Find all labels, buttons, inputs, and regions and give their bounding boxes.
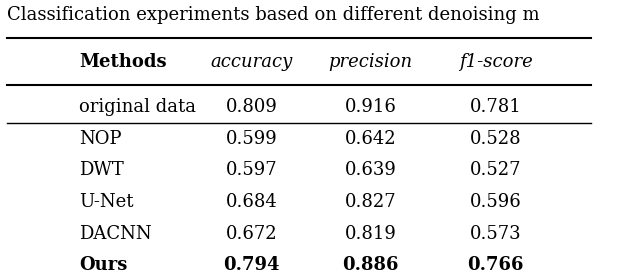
Text: 0.596: 0.596 bbox=[470, 193, 522, 211]
Text: accuracy: accuracy bbox=[211, 53, 292, 71]
Text: 0.527: 0.527 bbox=[470, 162, 522, 179]
Text: 0.684: 0.684 bbox=[226, 193, 277, 211]
Text: 0.819: 0.819 bbox=[345, 225, 397, 243]
Text: 0.916: 0.916 bbox=[345, 98, 397, 116]
Text: 0.599: 0.599 bbox=[226, 130, 277, 148]
Text: DWT: DWT bbox=[79, 162, 124, 179]
Text: precision: precision bbox=[328, 53, 413, 71]
Text: 0.794: 0.794 bbox=[223, 256, 280, 274]
Text: 0.639: 0.639 bbox=[345, 162, 397, 179]
Text: Ours: Ours bbox=[79, 256, 127, 274]
Text: 0.827: 0.827 bbox=[345, 193, 397, 211]
Text: 0.528: 0.528 bbox=[470, 130, 522, 148]
Text: 0.766: 0.766 bbox=[467, 256, 524, 274]
Text: original data: original data bbox=[79, 98, 196, 116]
Text: Classification experiments based on different denoising m: Classification experiments based on diff… bbox=[7, 6, 540, 24]
Text: 0.809: 0.809 bbox=[226, 98, 278, 116]
Text: 0.642: 0.642 bbox=[345, 130, 397, 148]
Text: f1-score: f1-score bbox=[459, 53, 532, 71]
Text: U-Net: U-Net bbox=[79, 193, 133, 211]
Text: 0.886: 0.886 bbox=[342, 256, 399, 274]
Text: NOP: NOP bbox=[79, 130, 122, 148]
Text: 0.597: 0.597 bbox=[226, 162, 277, 179]
Text: 0.781: 0.781 bbox=[470, 98, 522, 116]
Text: Methods: Methods bbox=[79, 53, 166, 71]
Text: 0.672: 0.672 bbox=[226, 225, 277, 243]
Text: 0.573: 0.573 bbox=[470, 225, 522, 243]
Text: DACNN: DACNN bbox=[79, 225, 152, 243]
